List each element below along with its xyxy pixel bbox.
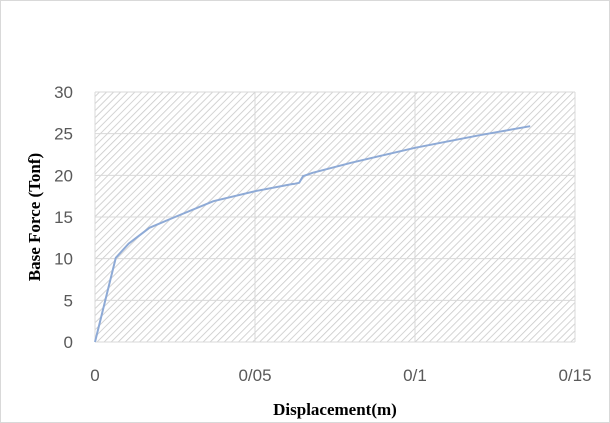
y-tick-label: 0 [64,333,73,352]
y-tick-label: 10 [54,250,73,269]
y-tick-label: 15 [54,208,73,227]
y-tick-label: 5 [64,291,73,310]
x-tick-labels: 0 0/05 0/1 0/15 [90,366,591,385]
y-axis-title: Base Force (Tonf) [25,153,44,281]
x-tick-label: 0/05 [238,366,271,385]
series-lines [94,125,531,343]
series-line [94,125,531,343]
y-tick-labels: 0 5 10 15 20 25 30 [54,83,73,352]
y-tick-label: 30 [54,83,73,102]
y-tick-label: 25 [54,125,73,144]
x-tick-label: 0/1 [403,366,427,385]
gridlines [94,91,576,343]
x-axis-title: Displacement(m) [273,400,397,419]
x-tick-label: 0 [90,366,99,385]
x-tick-label: 0/15 [558,366,591,385]
y-tick-label: 20 [54,166,73,185]
